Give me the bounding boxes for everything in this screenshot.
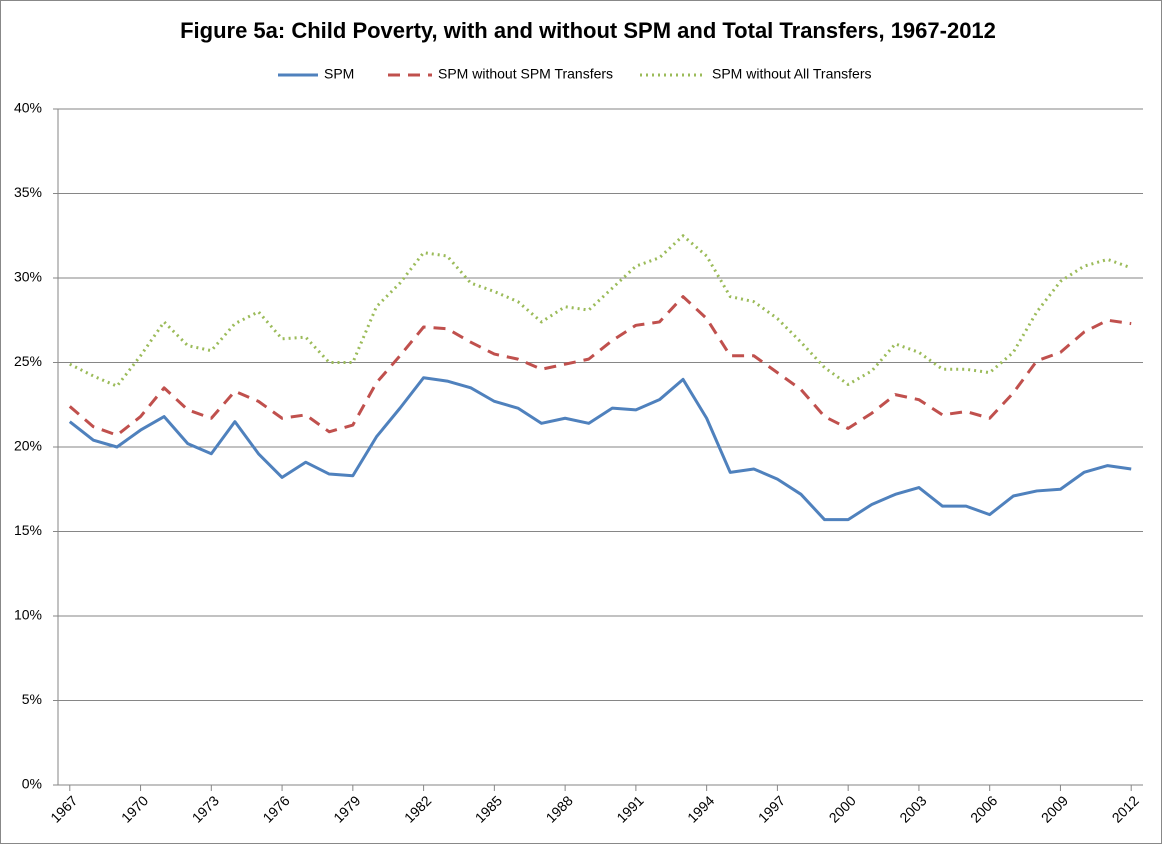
series-line (68, 376, 1132, 522)
y-tick-label: 25% (14, 353, 42, 369)
y-tick-label: 20% (14, 438, 42, 454)
y-tick-label: 0% (22, 776, 42, 792)
y-tick-label: 15% (14, 522, 42, 538)
y-tick-label: 5% (22, 691, 42, 707)
y-tick-label: 10% (14, 607, 42, 623)
y-tick-label: 40% (14, 100, 42, 116)
legend-label: SPM (324, 66, 354, 82)
chart-title: Figure 5a: Child Poverty, with and witho… (180, 18, 996, 43)
legend-label: SPM without All Transfers (712, 66, 872, 82)
series-line (68, 295, 1132, 437)
y-tick-label: 30% (14, 269, 42, 285)
legend-label: SPM without SPM Transfers (438, 66, 613, 82)
y-tick-label: 35% (14, 184, 42, 200)
